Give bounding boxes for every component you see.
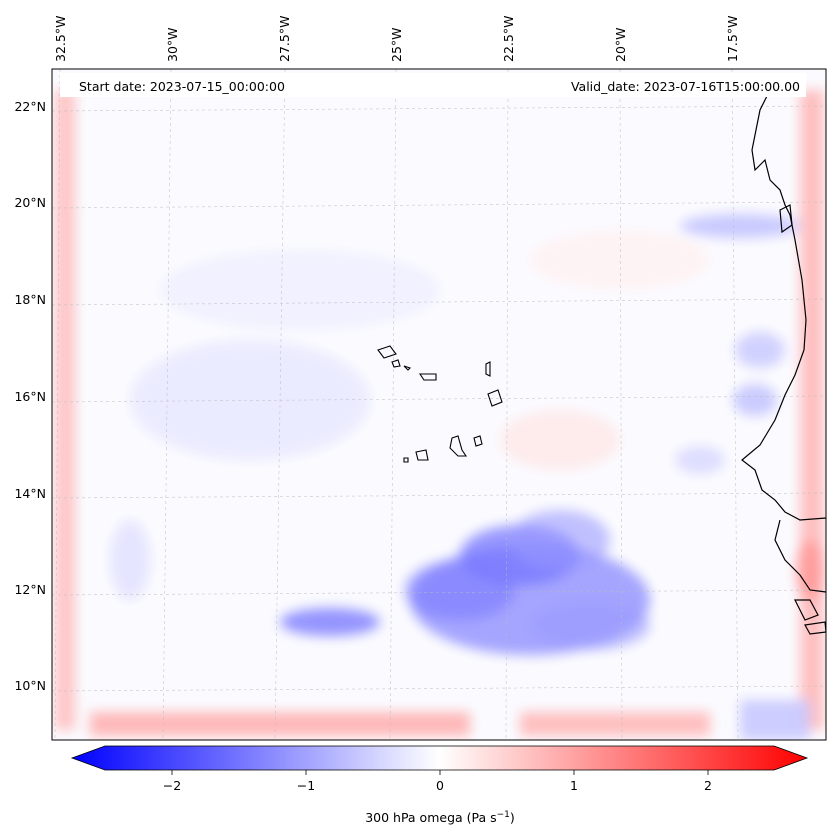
colorbar-tick-3: 1: [570, 778, 578, 793]
lat-label-6: 10°N: [14, 678, 46, 693]
coastline: [741, 89, 826, 635]
colorbar: −2 −1 0 1 2 300 hPa omega (Pa s−1): [70, 745, 809, 825]
map-area: [52, 69, 826, 740]
gridlines: [52, 69, 826, 740]
longitude-labels: 32.5°W 30°W 27.5°W 25°W 22.5°W 20°W 17.5…: [53, 16, 740, 62]
valid-date-label: Valid_date: 2023-07-16T15:00:00.00: [571, 79, 800, 94]
lon-label-0: 32.5°W: [53, 16, 68, 62]
lon-label-5: 20°W: [613, 27, 628, 62]
start-date-label: Start date: 2023-07-15_00:00:00: [79, 79, 285, 94]
colorbar-label: 300 hPa omega (Pa s−1): [365, 810, 515, 825]
lat-label-2: 18°N: [14, 292, 46, 307]
lon-label-2: 27.5°W: [277, 16, 292, 62]
latitude-labels: 22°N 20°N 18°N 16°N 14°N 12°N 10°N: [14, 99, 46, 693]
colorbar-tick-1: −1: [297, 778, 315, 793]
omega-field: [55, 90, 824, 740]
cape-verde-islands: [377, 345, 503, 463]
map-frame: [51, 68, 827, 741]
lat-label-4: 14°N: [14, 486, 46, 501]
lat-label-5: 12°N: [14, 582, 46, 597]
lat-label-0: 22°N: [14, 99, 46, 114]
lon-label-3: 25°W: [389, 27, 404, 62]
lat-label-3: 16°N: [14, 389, 46, 404]
colorbar-tick-0: −2: [163, 778, 181, 793]
lon-label-4: 22.5°W: [501, 16, 516, 62]
colorbar-bar: [70, 745, 809, 771]
lat-label-1: 20°N: [14, 195, 46, 210]
colorbar-tick-4: 2: [704, 778, 712, 793]
colorbar-tick-2: 0: [436, 778, 444, 793]
lon-label-6: 17.5°W: [725, 16, 740, 62]
lon-label-1: 30°W: [165, 27, 180, 62]
header-banner: [60, 73, 806, 97]
